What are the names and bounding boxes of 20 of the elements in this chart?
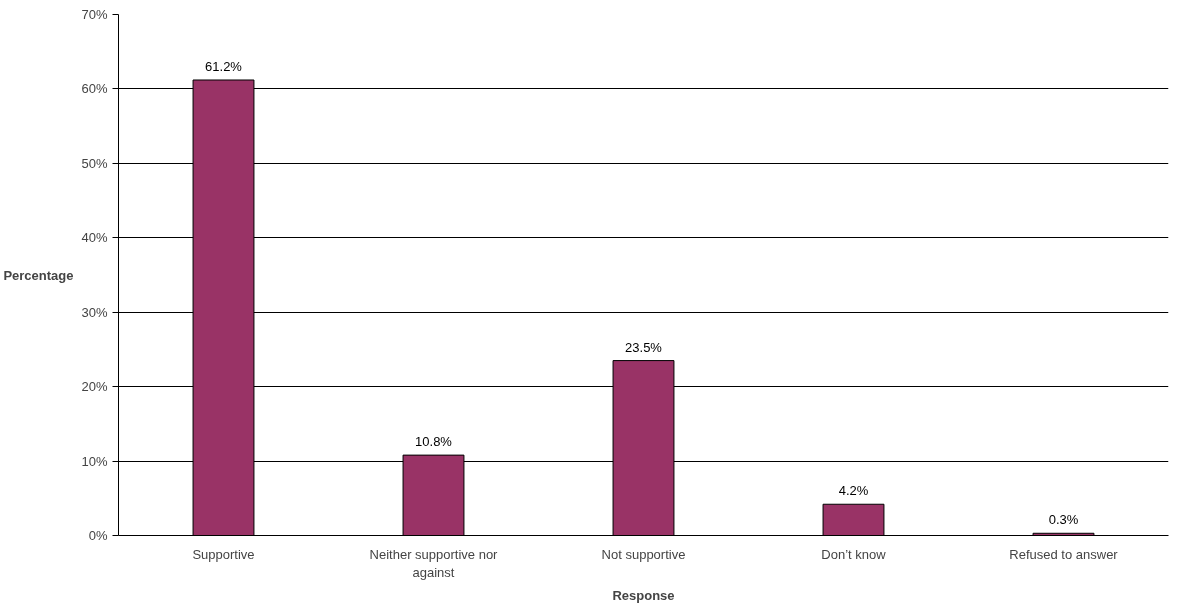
x-tick-label: Not supportive bbox=[601, 546, 686, 562]
x-tick-label: Don’t know bbox=[821, 546, 887, 562]
y-tick-label: 40% bbox=[81, 230, 108, 246]
data-label: 4.2% bbox=[838, 483, 869, 499]
x-tick-label: Refused to answer bbox=[1009, 546, 1119, 562]
data-label: 23.5% bbox=[625, 339, 663, 355]
y-axis-title: Percentage bbox=[3, 267, 74, 283]
x-axis-title: Response bbox=[612, 587, 675, 603]
y-tick-label: 20% bbox=[81, 379, 108, 395]
y-tick-label: 10% bbox=[81, 453, 108, 469]
y-tick-label: 30% bbox=[81, 304, 108, 320]
data-label: 0.3% bbox=[1048, 512, 1079, 528]
y-tick-label: 0% bbox=[88, 528, 108, 543]
y-tick-label: 70% bbox=[81, 7, 108, 22]
x-tick-label: Neither supportive nor against bbox=[369, 546, 499, 580]
x-tick-label: Supportive bbox=[192, 546, 255, 562]
y-tick-label: 50% bbox=[81, 155, 108, 171]
data-label: 61.2% bbox=[205, 59, 243, 74]
data-label: 10.8% bbox=[415, 434, 453, 450]
y-tick-label: 60% bbox=[81, 81, 108, 97]
